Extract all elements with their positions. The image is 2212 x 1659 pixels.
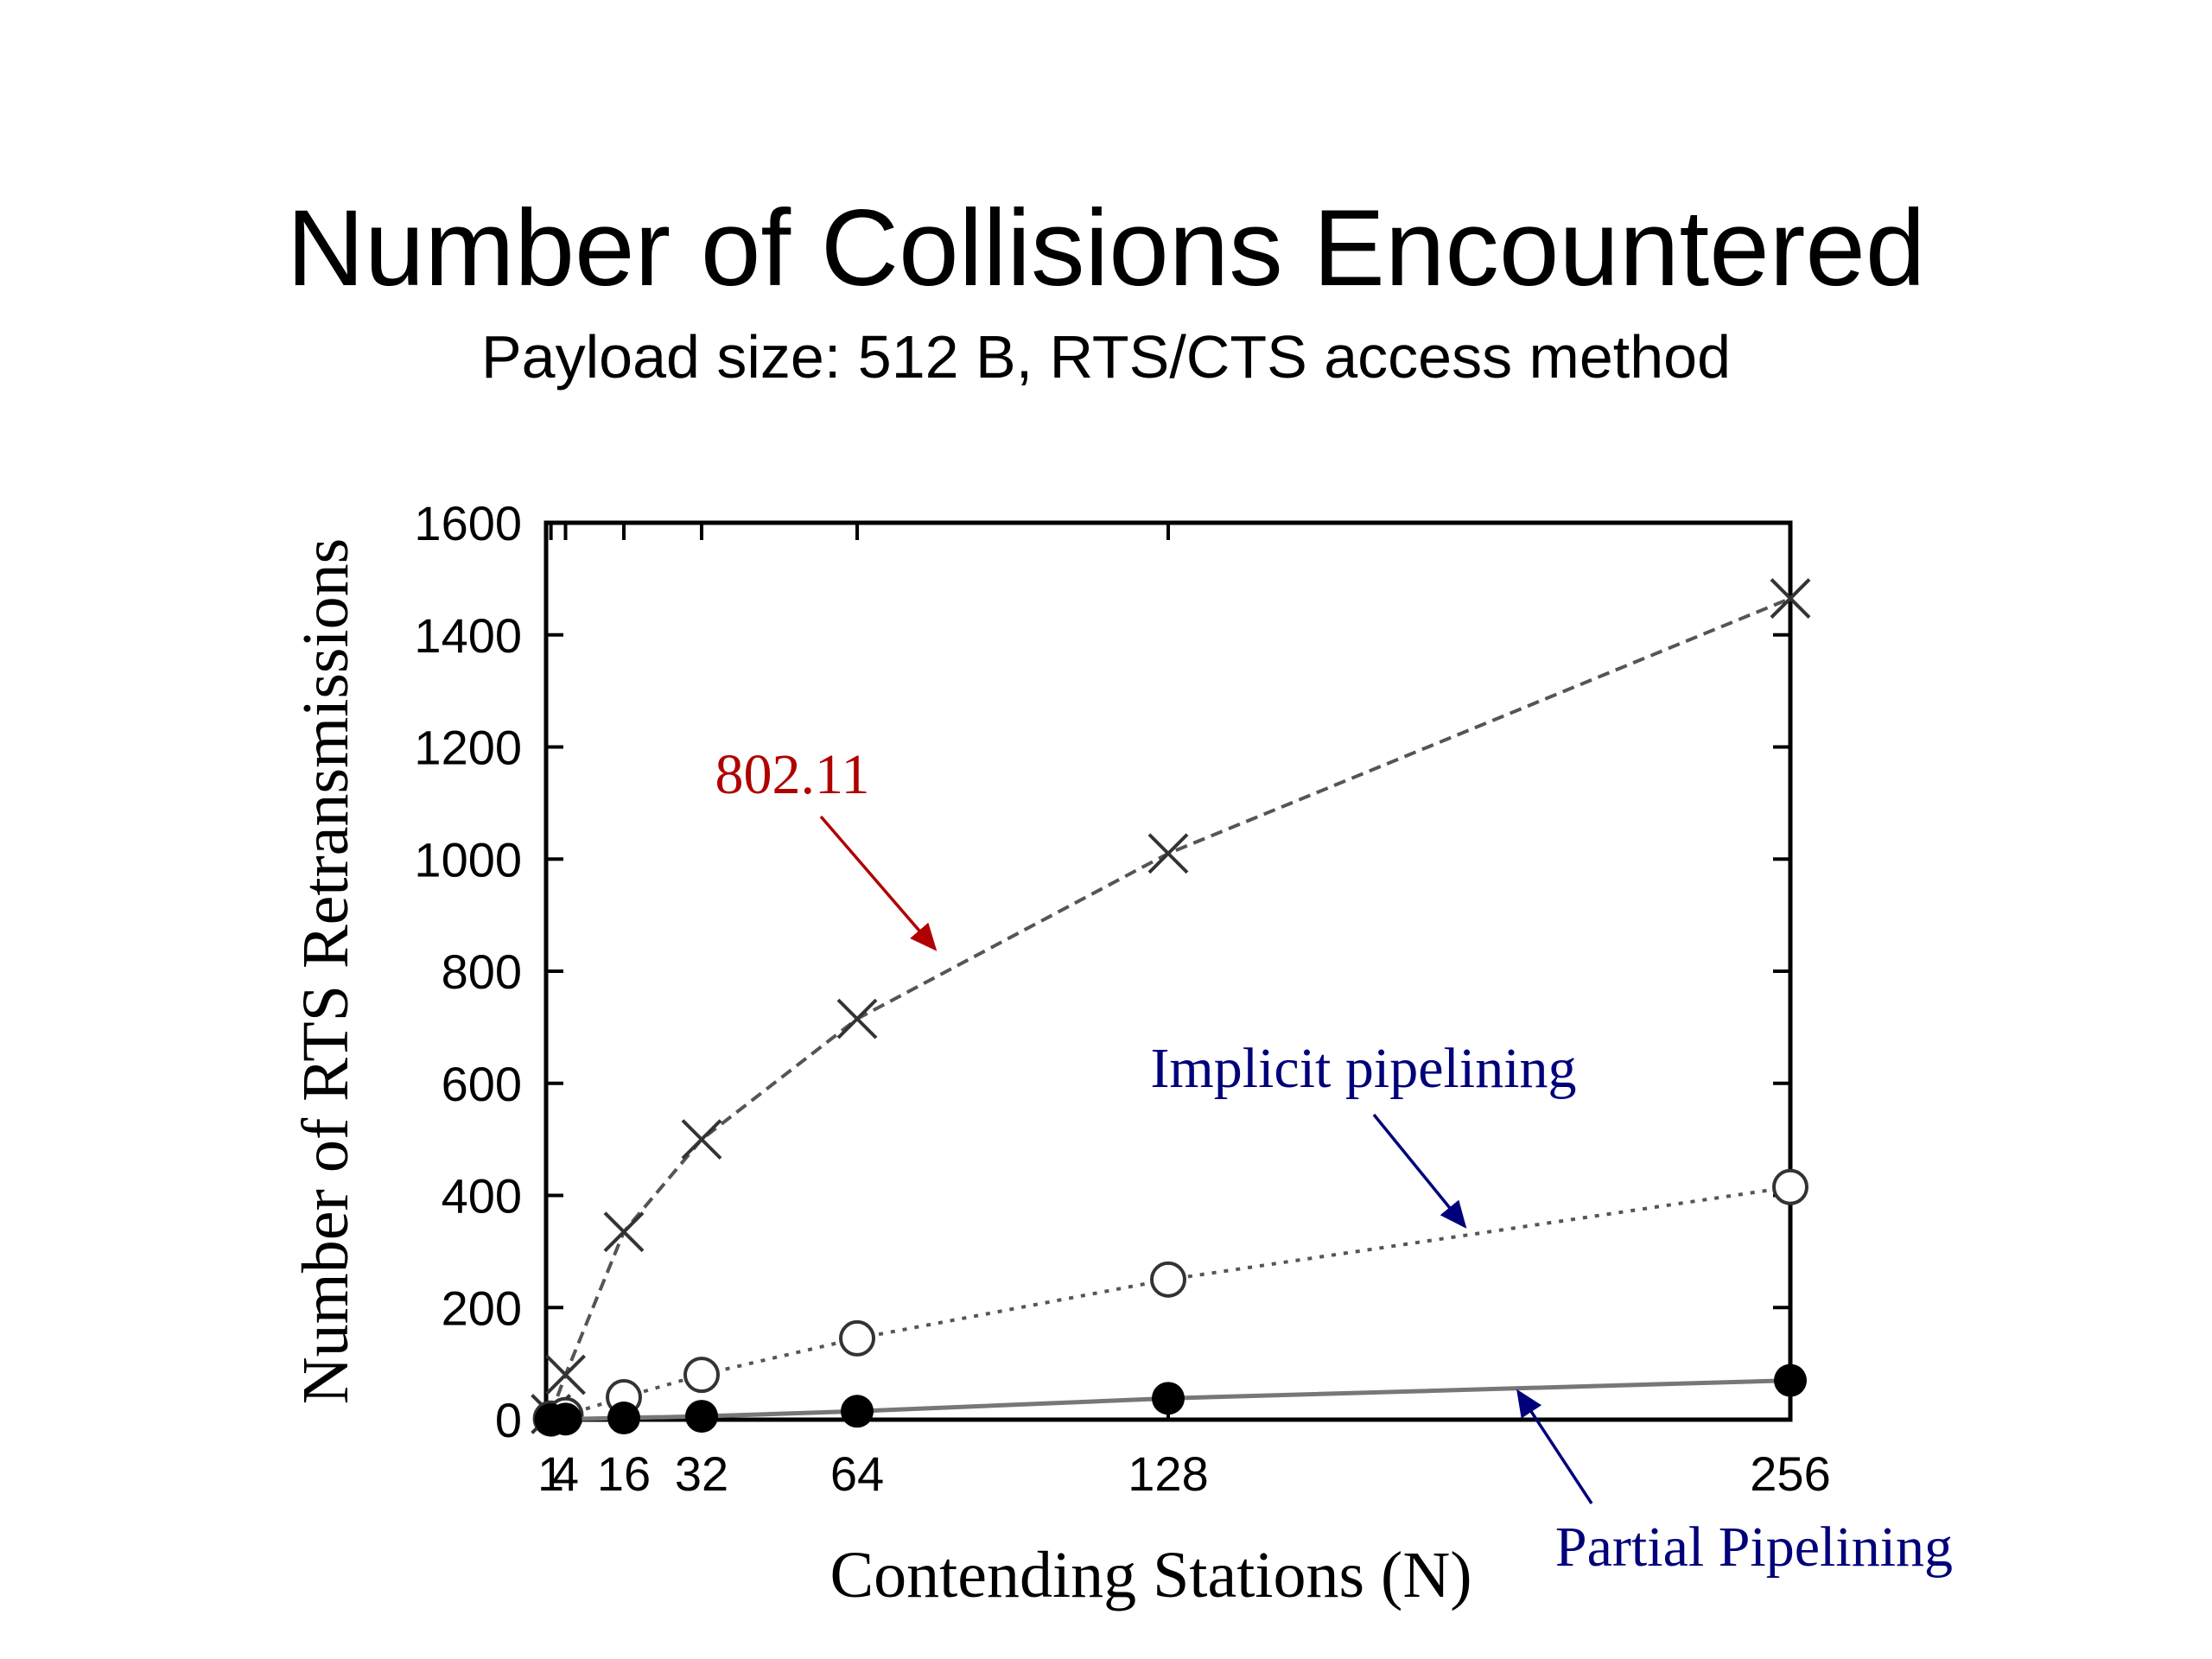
x-tick-label: 32 bbox=[675, 1446, 728, 1501]
y-tick-label: 400 bbox=[442, 1169, 522, 1224]
x-marker-stroke bbox=[836, 998, 878, 1039]
series-3 bbox=[534, 1363, 1807, 1436]
x-marker-stroke bbox=[681, 1119, 722, 1160]
open-circle-point bbox=[1772, 1168, 1808, 1205]
x-marker-stroke bbox=[545, 1354, 586, 1395]
x-tick-label: 4 bbox=[552, 1446, 579, 1501]
x-tick-label: 256 bbox=[1750, 1446, 1830, 1501]
y-tick-label: 1200 bbox=[414, 721, 522, 775]
y-tick-label: 1000 bbox=[414, 832, 522, 887]
x-tick-label: 16 bbox=[597, 1446, 651, 1501]
x-tick-label: 128 bbox=[1128, 1446, 1208, 1501]
y-axis-title: Number of RTS Retransmissions bbox=[289, 538, 362, 1404]
y-tick-label: 800 bbox=[442, 944, 522, 999]
annotation-label: Partial Pipelining bbox=[1555, 1516, 1953, 1579]
y-tick-label: 1600 bbox=[414, 496, 522, 550]
open-circle-point bbox=[683, 1357, 720, 1394]
x-tick-label: 1 bbox=[537, 1446, 564, 1501]
x-marker-stroke bbox=[603, 1211, 645, 1253]
annotation-label: Implicit pipelining bbox=[1150, 1037, 1576, 1100]
annotation-arrow bbox=[819, 815, 938, 951]
x-tick-label: 64 bbox=[830, 1446, 884, 1501]
y-tick-label: 600 bbox=[442, 1057, 522, 1111]
slide-subtitle: Payload size: 512 B, RTS/CTS access meth… bbox=[480, 323, 1732, 391]
x-marker-point bbox=[836, 998, 878, 1039]
open-circle-point bbox=[839, 1319, 875, 1357]
filled-circle-point bbox=[1774, 1363, 1807, 1397]
series-1 bbox=[531, 578, 1811, 1434]
y-tick-label: 200 bbox=[442, 1281, 522, 1335]
y-tick-label: 1400 bbox=[414, 608, 522, 663]
x-marker-stroke bbox=[1770, 578, 1811, 619]
x-marker-point bbox=[545, 1354, 586, 1395]
filled-circle-point bbox=[607, 1402, 640, 1435]
annotation-label: 802.11 bbox=[715, 743, 869, 806]
y-tick-label: 0 bbox=[495, 1393, 522, 1447]
filled-circle-point bbox=[1152, 1382, 1185, 1415]
open-circle-point bbox=[1150, 1261, 1186, 1298]
x-axis-title: Contending Stations (N) bbox=[830, 1539, 1471, 1611]
x-marker-point bbox=[1770, 578, 1811, 619]
filled-circle-point bbox=[549, 1402, 582, 1436]
annotation-arrow bbox=[1372, 1113, 1467, 1229]
x-marker-point bbox=[1147, 833, 1189, 874]
filled-circle-point bbox=[685, 1400, 718, 1433]
slide-title: Number of Collisions Encountered bbox=[286, 188, 1926, 308]
x-marker-stroke bbox=[1147, 833, 1189, 874]
filled-circle-point bbox=[841, 1395, 874, 1428]
annotation-arrow bbox=[1516, 1389, 1593, 1504]
x-marker-point bbox=[681, 1119, 722, 1160]
x-marker-point bbox=[603, 1211, 645, 1253]
